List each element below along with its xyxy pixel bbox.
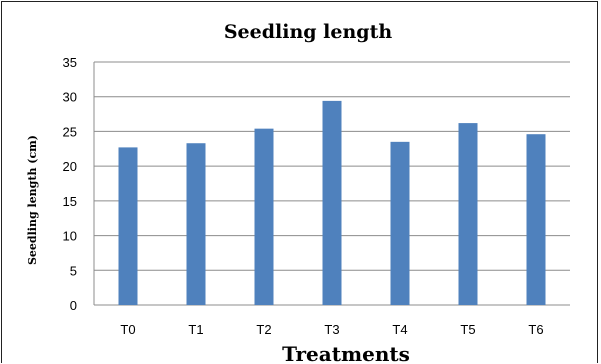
y-tick-label: 5 bbox=[70, 263, 77, 278]
x-axis-title: Treatments bbox=[282, 342, 410, 364]
x-tick-label: T0 bbox=[120, 322, 135, 337]
bar-t0 bbox=[118, 147, 138, 305]
bar-t3 bbox=[322, 100, 342, 305]
y-tick-label: 30 bbox=[63, 90, 77, 105]
x-tick-label: T5 bbox=[460, 322, 475, 337]
bar-t4 bbox=[390, 141, 410, 305]
x-tick-labels: T0 T1 T2 T3 T4 T5 T6 bbox=[120, 322, 543, 337]
y-tick-label: 35 bbox=[63, 55, 77, 70]
x-tick-label: T3 bbox=[324, 322, 339, 337]
y-tick-label: 10 bbox=[63, 229, 77, 244]
bar-t1 bbox=[186, 143, 206, 305]
y-axis-title: Seedling length (cm) bbox=[26, 135, 39, 265]
x-tick-label: T1 bbox=[188, 322, 203, 337]
x-tick-label: T2 bbox=[256, 322, 271, 337]
y-tick-label: 15 bbox=[63, 194, 77, 209]
x-tick-label: T6 bbox=[528, 322, 543, 337]
chart-title: Seedling length bbox=[224, 21, 393, 43]
y-tick-label: 25 bbox=[63, 124, 77, 139]
bars bbox=[118, 100, 546, 306]
bar-t2 bbox=[254, 128, 274, 305]
x-tick-label: T4 bbox=[392, 322, 407, 337]
bar-t6 bbox=[526, 134, 546, 305]
y-tick-labels: 0 5 10 15 20 25 30 35 bbox=[63, 55, 77, 313]
bar-t5 bbox=[458, 123, 478, 306]
y-tick-label: 20 bbox=[63, 159, 77, 174]
y-tick-label: 0 bbox=[70, 298, 77, 313]
